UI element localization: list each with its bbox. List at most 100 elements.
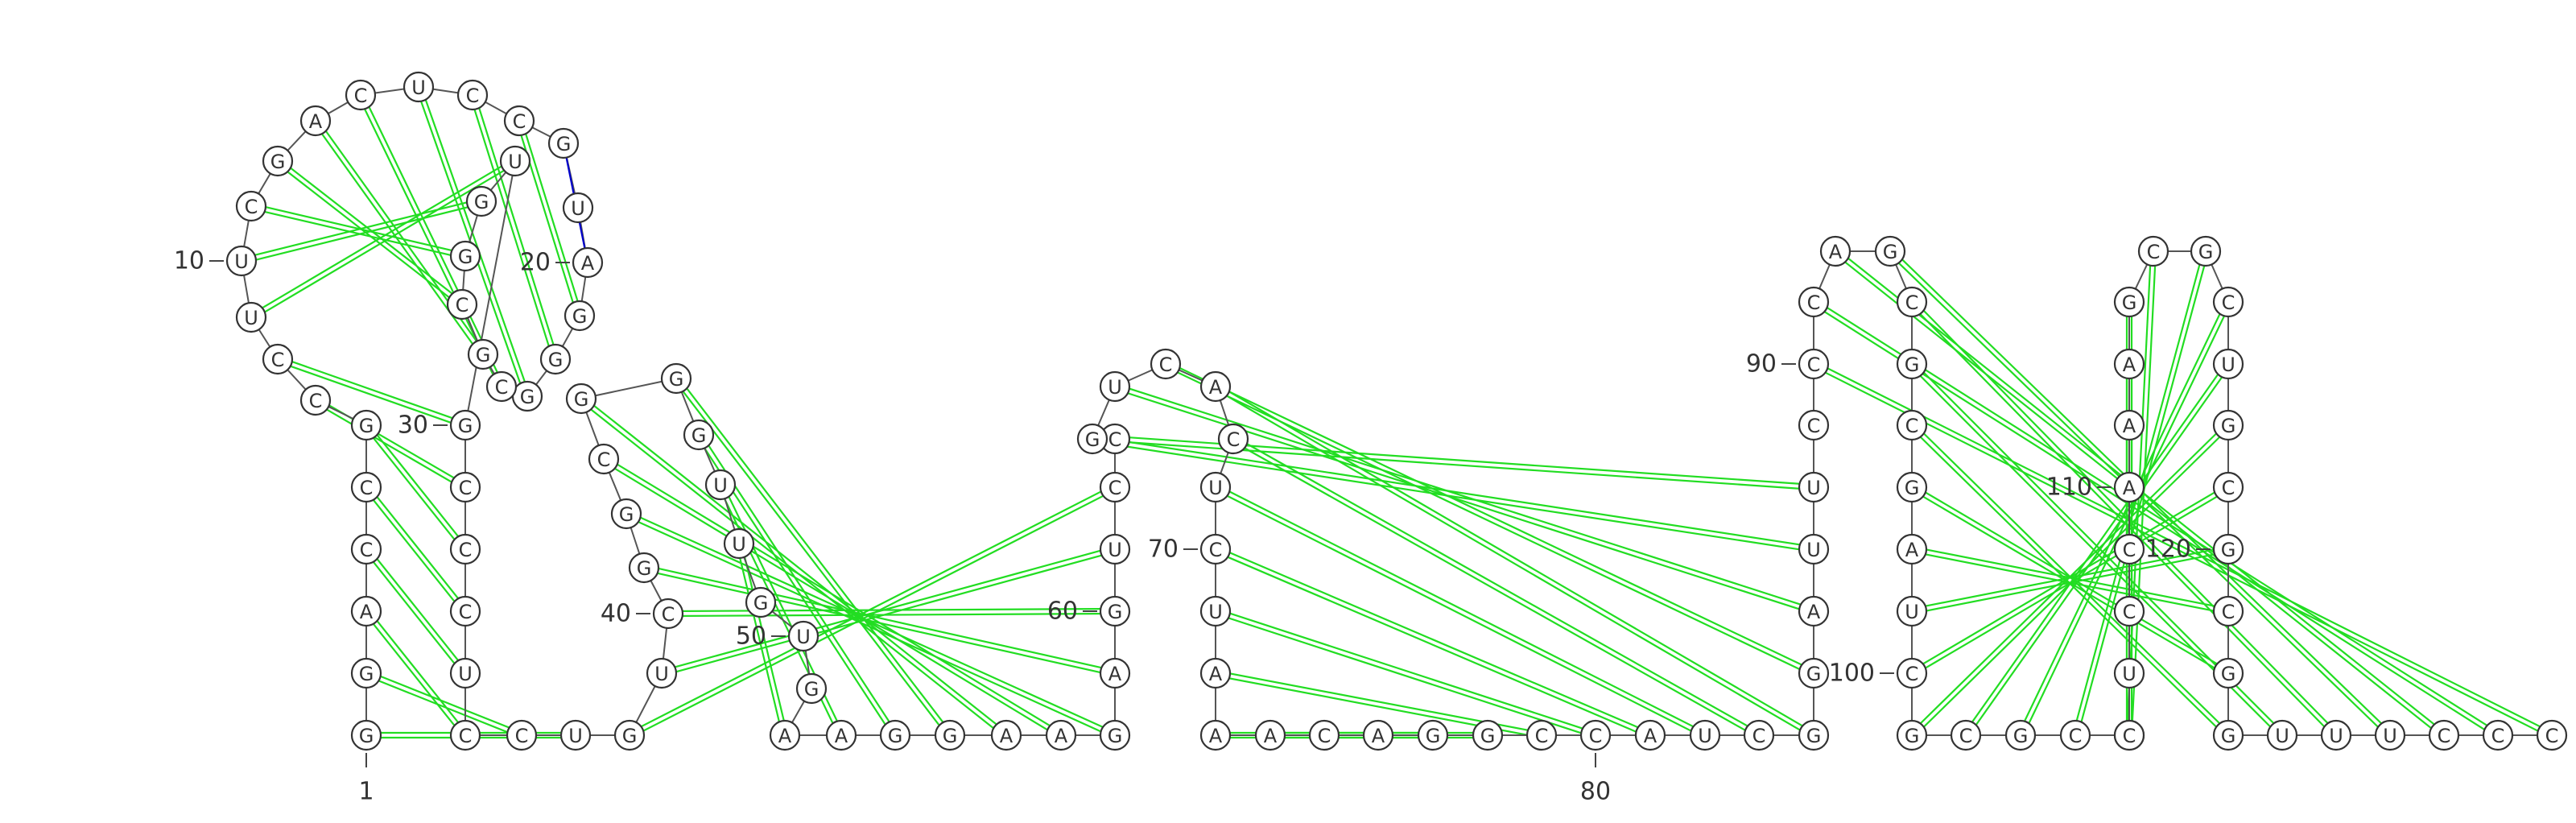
- nucleotide-123: G: [2212, 719, 2244, 751]
- nucleotide-30: G: [449, 409, 481, 441]
- nucleotide-circle: [1099, 657, 1131, 689]
- nucleotide-circle: [235, 301, 267, 333]
- nucleotide-circle: [2113, 719, 2145, 751]
- pseudoknot-line: [469, 95, 555, 361]
- nucleotide-circle: [1099, 719, 1131, 751]
- nucleotide-118: G: [2212, 409, 2244, 441]
- nucleotide-letter: C: [271, 349, 285, 371]
- nucleotide-letter: C: [1227, 428, 1241, 451]
- nucleotide-letter: U: [1108, 376, 1122, 399]
- nucleotide-circle: [499, 145, 531, 177]
- pseudoknot-line: [1214, 612, 1596, 738]
- nucleotide-59: A: [1099, 657, 1131, 689]
- backbone-segment: [464, 160, 516, 426]
- pseudoknot-line: [579, 399, 1005, 738]
- nucleotide-102: C: [1950, 719, 1982, 751]
- nucleotide-letter: G: [359, 415, 374, 437]
- nucleotide-circle: [1896, 719, 1928, 751]
- nucleotide-51: G: [795, 672, 828, 705]
- nucleotide-letter: C: [1807, 292, 1821, 314]
- nucleotide-circle: [1199, 370, 1232, 403]
- nucleotide-letter: C: [1905, 292, 1919, 314]
- nucleotide-9: U: [235, 301, 267, 333]
- pseudoknot-line: [367, 609, 469, 734]
- nucleotide-110: A: [2113, 471, 2145, 503]
- nucleotide-74: A: [1254, 719, 1286, 751]
- nucleotide-letter: U: [244, 307, 258, 329]
- nucleotide-letter: A: [2123, 415, 2136, 437]
- nucleotide-67: A: [1199, 370, 1232, 403]
- pseudoknot-line: [363, 426, 464, 552]
- nucleotide-8: C: [262, 343, 294, 375]
- nucleotide-letter: U: [571, 197, 585, 220]
- nucleotide-1: G: [350, 719, 382, 751]
- nucleotide-letter: U: [654, 663, 669, 685]
- nucleotide-13: A: [299, 105, 332, 137]
- pseudoknot-line: [1812, 365, 2552, 738]
- nucleotide-circle: [588, 443, 620, 475]
- nucleotide-letter: G: [1806, 663, 1822, 685]
- nucleotide-126: U: [2374, 719, 2406, 751]
- nucleotide-52: A: [769, 719, 801, 751]
- pseudoknot-line: [361, 93, 505, 387]
- nucleotide-circle: [2059, 719, 2091, 751]
- nucleotide-83: C: [1743, 719, 1775, 751]
- nucleotide-letter: C: [1318, 725, 1331, 747]
- nucleotide-circle: [299, 105, 332, 137]
- nucleotide-letter: C: [1807, 415, 1821, 437]
- nucleotide-16: C: [456, 79, 489, 111]
- nucleotide-letter: G: [691, 424, 707, 447]
- pseudoknot-line: [1214, 488, 1705, 738]
- nucleotide-circle: [1099, 533, 1131, 565]
- nucleotide-circle: [225, 245, 258, 277]
- nucleotide-85: G: [1798, 657, 1830, 689]
- nucleotide-62: C: [1099, 471, 1131, 503]
- nucleotide-circle: [745, 586, 777, 618]
- nucleotide-122: G: [2212, 657, 2244, 689]
- nucleotide-circle: [565, 383, 597, 415]
- nucleotide-letter: A: [309, 110, 323, 133]
- nucleotide-circle: [2320, 719, 2352, 751]
- nucleotide-letter: A: [2123, 477, 2136, 499]
- nucleotide-letter: C: [2438, 725, 2451, 747]
- nucleotide-58: G: [1099, 719, 1131, 751]
- pseudoknot-line: [626, 511, 1117, 734]
- nucleotide-32: C: [449, 533, 481, 565]
- pseudoknot-line: [249, 158, 515, 316]
- pseudoknot-line: [419, 85, 530, 396]
- nucleotide-letter: A: [1000, 725, 1013, 747]
- nucleotide-20: A: [572, 246, 604, 279]
- nucleotide-7: C: [299, 384, 332, 416]
- nucleotide-circle: [2212, 409, 2244, 441]
- nucleotide-letter: C: [1905, 663, 1919, 685]
- nucleotide-letter: A: [1829, 241, 1843, 263]
- nucleotide-37: U: [559, 719, 592, 751]
- nucleotide-46: G: [683, 419, 715, 451]
- nucleotide-letter: A: [1209, 376, 1223, 399]
- nucleotide-letter: U: [1806, 477, 1821, 499]
- nucleotide-106: C: [2113, 719, 2145, 751]
- nucleotide-10: U: [225, 245, 258, 277]
- nucleotide-letter: G: [2221, 725, 2236, 747]
- nucleotide-circle: [1099, 595, 1131, 627]
- nucleotide-circle: [2113, 471, 2145, 503]
- nucleotide-letter: G: [572, 305, 588, 328]
- nucleotide-circle: [2113, 409, 2145, 441]
- nucleotide-22: G: [539, 343, 572, 375]
- position-label-70: 70: [1148, 536, 1179, 564]
- nucleotide-96: C: [1896, 409, 1928, 441]
- nucleotide-circle: [769, 719, 801, 751]
- position-label-50: 50: [736, 622, 766, 651]
- pseudoknot-line: [1231, 440, 1759, 738]
- nucleotide-48: U: [723, 527, 755, 560]
- nucleotide-letter: C: [513, 110, 526, 133]
- nucleotide-circle: [1150, 348, 1182, 380]
- nucleotide-38: G: [613, 719, 646, 751]
- pseudoknot-line: [1166, 361, 1815, 672]
- nucleotide-24: C: [485, 370, 518, 403]
- nucleotide-circle: [1874, 235, 1906, 267]
- nucleotide-69: U: [1199, 471, 1232, 503]
- nucleotide-letter: U: [2221, 354, 2235, 376]
- nucleotide-circle: [2113, 595, 2145, 627]
- nucleotide-letter: U: [796, 626, 811, 648]
